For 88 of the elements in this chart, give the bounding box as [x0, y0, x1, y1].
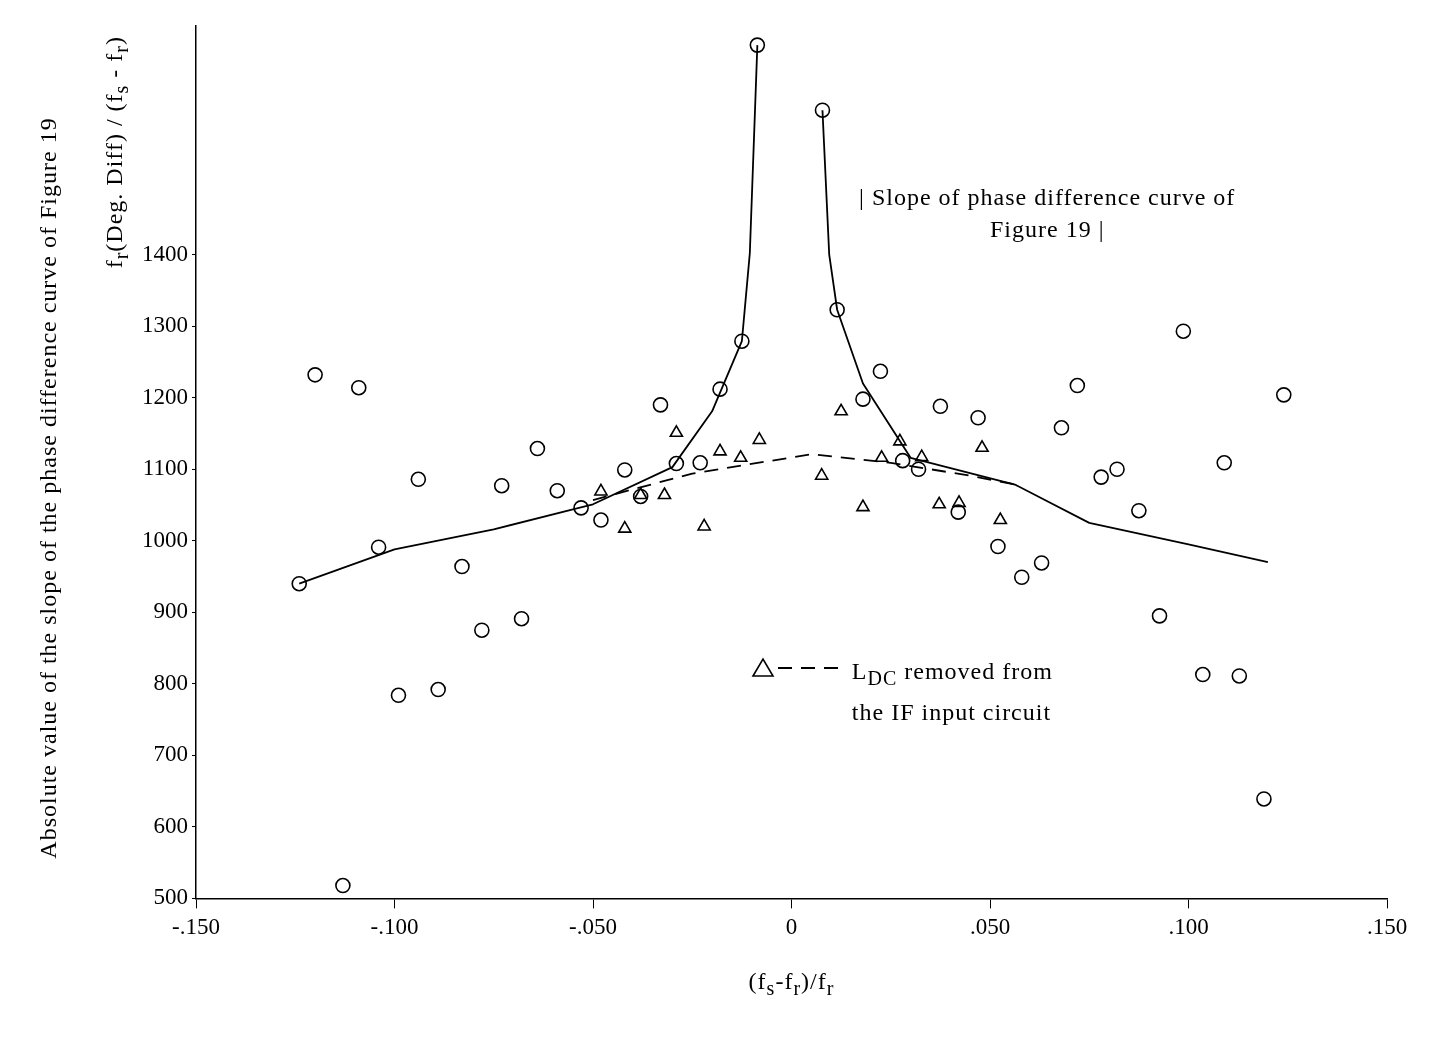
point [1256, 791, 1272, 807]
point [855, 391, 871, 407]
point [668, 455, 685, 472]
point [970, 409, 986, 426]
y-tick-label: 1100 [142, 455, 188, 481]
x-tick-label: -.150 [172, 914, 220, 940]
x-tick-label: .150 [1366, 914, 1408, 940]
point [657, 487, 672, 500]
point [594, 483, 608, 496]
point [410, 471, 427, 488]
point [1069, 377, 1086, 394]
point [894, 452, 911, 469]
point [990, 538, 1006, 555]
point [669, 424, 684, 438]
legend-label: L$_{DC}$ removed from the IF input circuit [851, 657, 1054, 727]
point [1275, 387, 1292, 403]
point [1013, 569, 1030, 586]
point [549, 482, 566, 499]
y-tick-label: 1000 [142, 526, 188, 552]
point [1216, 455, 1233, 471]
point [390, 687, 407, 704]
point [993, 512, 1008, 525]
point [529, 440, 546, 457]
point [633, 487, 648, 500]
x-tick-label: .050 [969, 914, 1011, 940]
y-tick-label: 700 [153, 741, 188, 767]
point [1231, 668, 1248, 684]
point [291, 575, 308, 592]
point [697, 518, 712, 531]
y-tick-label: 1200 [142, 383, 188, 409]
point [335, 877, 351, 894]
x-tick-label: .100 [1168, 914, 1209, 940]
point [632, 488, 649, 505]
y-tick-label: 1400 [142, 240, 188, 266]
point [1053, 419, 1070, 436]
point [307, 367, 323, 383]
point [834, 403, 848, 416]
point [1151, 608, 1168, 624]
point [829, 301, 845, 318]
point [733, 450, 748, 463]
point [874, 450, 889, 463]
point [814, 102, 831, 118]
point [856, 499, 870, 512]
point [950, 504, 967, 520]
point [616, 462, 633, 478]
y-tick-label: 800 [153, 669, 188, 695]
point [493, 477, 510, 494]
point [617, 520, 632, 533]
point [454, 558, 470, 575]
y-tick-label: 900 [153, 598, 188, 624]
point [430, 681, 446, 698]
point [1131, 502, 1147, 519]
point [932, 496, 947, 509]
x-tick-label: 0 [785, 914, 798, 940]
y-tick-label: 1300 [142, 312, 188, 338]
point [1093, 469, 1109, 485]
point [370, 539, 387, 556]
point [893, 433, 907, 446]
point [1109, 461, 1125, 478]
point [1033, 555, 1050, 571]
point [914, 449, 929, 462]
point [910, 461, 927, 478]
x-axis-title: (f$_{s}$-f$_{r}$)/f$_{r}$ [747, 968, 836, 1000]
point [1194, 666, 1211, 683]
point [593, 512, 609, 528]
point [474, 622, 490, 638]
x-tick-label: -.100 [370, 914, 419, 940]
point [975, 440, 989, 453]
point [1175, 323, 1192, 340]
point [652, 397, 669, 413]
point [734, 333, 750, 350]
y-tick-label: 500 [153, 884, 188, 910]
y-tick-label: 600 [153, 812, 188, 838]
point [952, 495, 966, 508]
annotation: | Slope of phase difference curve of Figure 19 | [858, 182, 1237, 244]
point [573, 500, 589, 516]
point [752, 432, 767, 445]
point [513, 610, 530, 627]
x-tick-label: -.050 [569, 914, 617, 940]
point [350, 379, 367, 396]
point [749, 37, 766, 53]
point [712, 381, 728, 397]
y-axis-title: Absolute value of the slope of the phase difference curve of Figure 19 [34, 116, 62, 861]
point [872, 363, 889, 380]
point [692, 455, 708, 471]
point [814, 467, 829, 480]
point [713, 443, 727, 456]
point [932, 398, 949, 415]
